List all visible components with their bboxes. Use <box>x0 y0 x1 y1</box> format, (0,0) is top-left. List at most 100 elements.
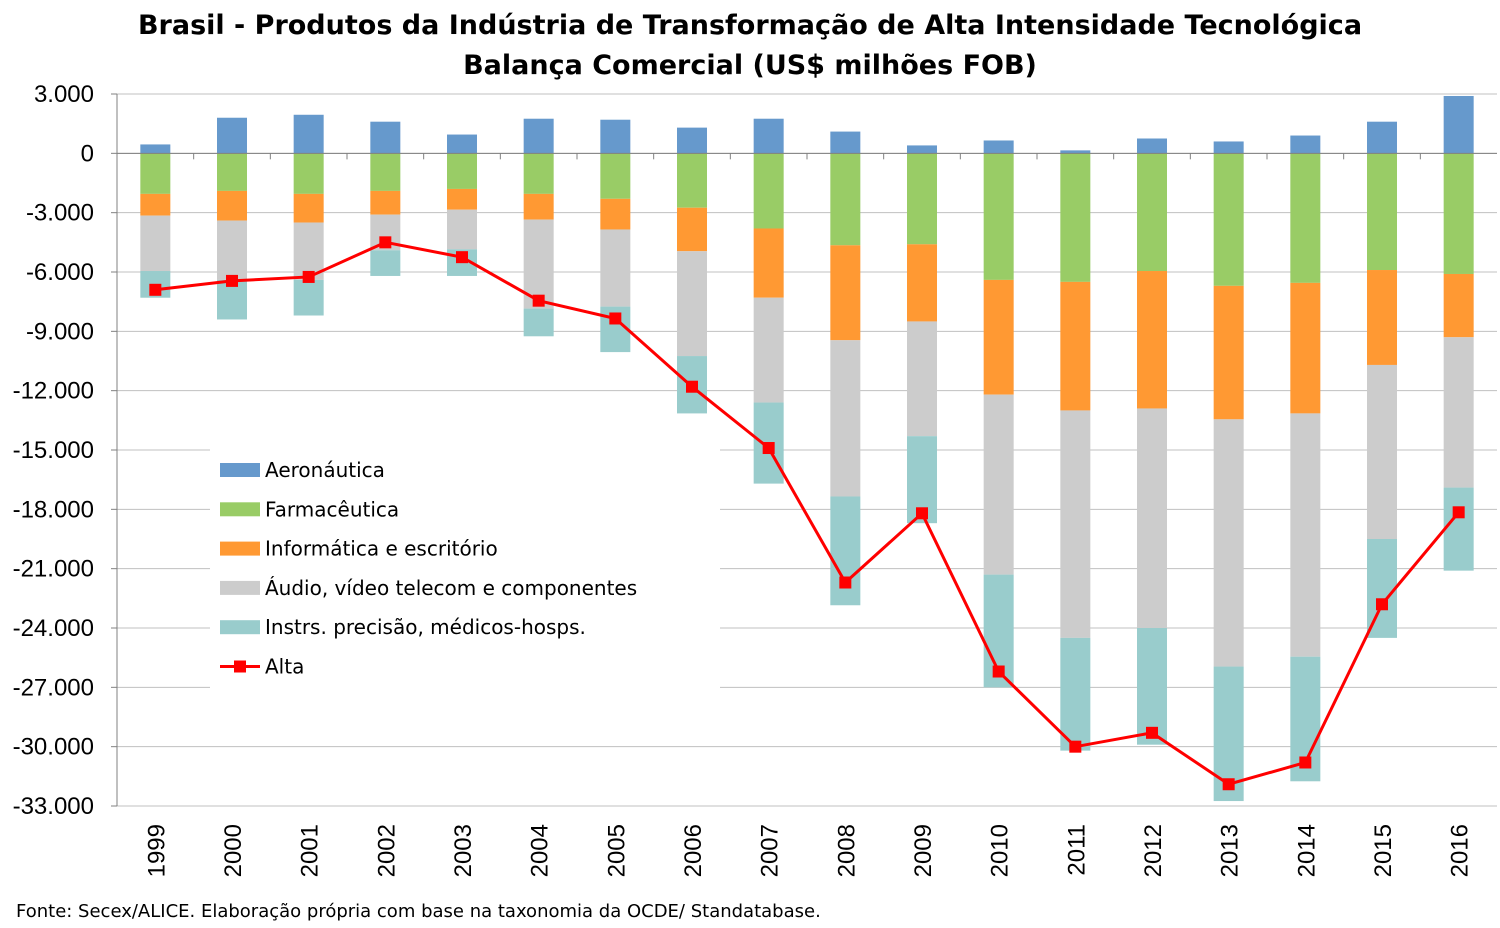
alta-point <box>1299 756 1312 769</box>
alta-point <box>1146 726 1158 739</box>
x-tick-label: 2012 <box>1140 824 1167 877</box>
alta-point <box>686 380 698 393</box>
bar-segment <box>523 153 554 194</box>
alta-point <box>456 251 468 264</box>
bar-segment <box>600 119 631 154</box>
grid-lines <box>117 93 1497 807</box>
alta-point <box>532 294 545 307</box>
x-tick-label: 2016 <box>1447 824 1474 877</box>
bar-segment <box>1367 364 1397 539</box>
x-tick-label: 2002 <box>373 824 400 877</box>
y-tick-label: -30.000 <box>13 734 94 761</box>
legend-label: Farmacêutica <box>265 497 399 521</box>
bar-segment <box>140 144 171 154</box>
bar-segment <box>370 190 401 215</box>
y-tick-label: -9.000 <box>26 318 94 345</box>
x-tick-label: 2010 <box>987 824 1014 877</box>
bar-segment <box>830 131 861 154</box>
bar-segment <box>1367 270 1397 365</box>
alta-point <box>1222 778 1235 791</box>
bar-segment <box>523 193 554 220</box>
x-tick-label: 2007 <box>757 824 784 877</box>
bar-segment <box>830 496 861 606</box>
y-tick-label: -15.000 <box>13 437 94 464</box>
bar-segment <box>1060 281 1091 411</box>
bar-segment <box>370 153 401 191</box>
bar-segment <box>447 153 477 189</box>
alta-point <box>1452 506 1465 519</box>
x-tick-label: 2008 <box>833 824 860 877</box>
bar-segment <box>447 188 477 210</box>
alta-point <box>916 507 928 520</box>
alta-point <box>226 274 238 287</box>
bar-segment <box>1213 153 1244 286</box>
legend-label: Alta <box>265 655 304 679</box>
x-tick-label: 2003 <box>450 824 477 877</box>
legend-swatch <box>220 502 260 517</box>
legend-marker <box>234 660 246 673</box>
y-tick-label: -6.000 <box>26 259 94 286</box>
legend-label: Informática e escritório <box>265 537 498 561</box>
bar-segment <box>983 153 1014 280</box>
alta-point <box>379 236 392 249</box>
bar-segment <box>523 118 554 154</box>
bar-segment <box>1290 153 1321 283</box>
bar-segment <box>1213 141 1244 154</box>
bar-segment <box>1137 628 1167 745</box>
legend-background <box>210 448 720 698</box>
bar-segment <box>1137 138 1167 154</box>
bar-segment <box>140 153 171 194</box>
bar-segment <box>1367 121 1397 154</box>
bar-segment <box>1367 153 1397 271</box>
bar-segment <box>1060 410 1091 638</box>
legend-label: Aeronáutica <box>265 458 385 482</box>
bar-segment <box>907 145 937 154</box>
bar-segment <box>1290 135 1321 154</box>
alta-series-line <box>155 240 1460 786</box>
x-tick-label: 2015 <box>1370 824 1397 877</box>
x-tick-label: 2001 <box>297 824 324 877</box>
bar-segment <box>1443 337 1474 488</box>
legend-swatch <box>220 580 260 595</box>
bar-segment <box>217 117 247 154</box>
bar-segment <box>1290 413 1321 657</box>
bar-segment <box>1137 408 1167 628</box>
x-tick-label: 2006 <box>680 824 707 877</box>
y-tick-label: 3.000 <box>34 81 94 108</box>
x-tick-label: 2009 <box>910 824 937 877</box>
y-tick-label: -21.000 <box>13 556 94 583</box>
alta-line <box>149 236 1465 791</box>
bar-segment <box>1443 273 1474 338</box>
legend-label: Áudio, vídeo telecom e componentes <box>265 576 637 600</box>
x-tick-label: 2000 <box>220 824 247 877</box>
bar-segment <box>1137 271 1167 409</box>
y-tick-label: -33.000 <box>13 793 94 820</box>
alta-point <box>609 312 622 325</box>
bar-segment <box>1290 282 1321 414</box>
bar-segment <box>1443 487 1474 571</box>
bar-segment <box>140 193 171 216</box>
bar-segment <box>140 215 171 272</box>
bar-segment <box>1213 285 1244 420</box>
legend-swatch <box>220 620 260 635</box>
x-tick-label: 2013 <box>1217 824 1244 877</box>
bar-segment <box>217 153 247 191</box>
y-tick-label: 0 <box>81 140 94 167</box>
bar-segment <box>293 279 324 316</box>
legend-label: Instrs. precisão, médicos-hosps. <box>265 615 586 639</box>
alta-point <box>1069 740 1082 753</box>
bar-segment <box>753 228 784 298</box>
bar-segment <box>370 121 401 154</box>
y-tick-label: -18.000 <box>13 496 94 523</box>
legend: Aeronáutica Farmacêutica Informática e esc… <box>210 448 720 698</box>
bar-segment <box>677 127 707 154</box>
alta-point <box>149 283 162 296</box>
bar-segment <box>523 308 554 337</box>
bar-segment <box>1060 150 1091 154</box>
alta-point <box>302 270 315 283</box>
y-tick-label: -12.000 <box>13 378 94 405</box>
bar-segment <box>830 340 861 497</box>
bar-segment <box>677 207 707 252</box>
y-tick-label: -24.000 <box>13 615 94 642</box>
